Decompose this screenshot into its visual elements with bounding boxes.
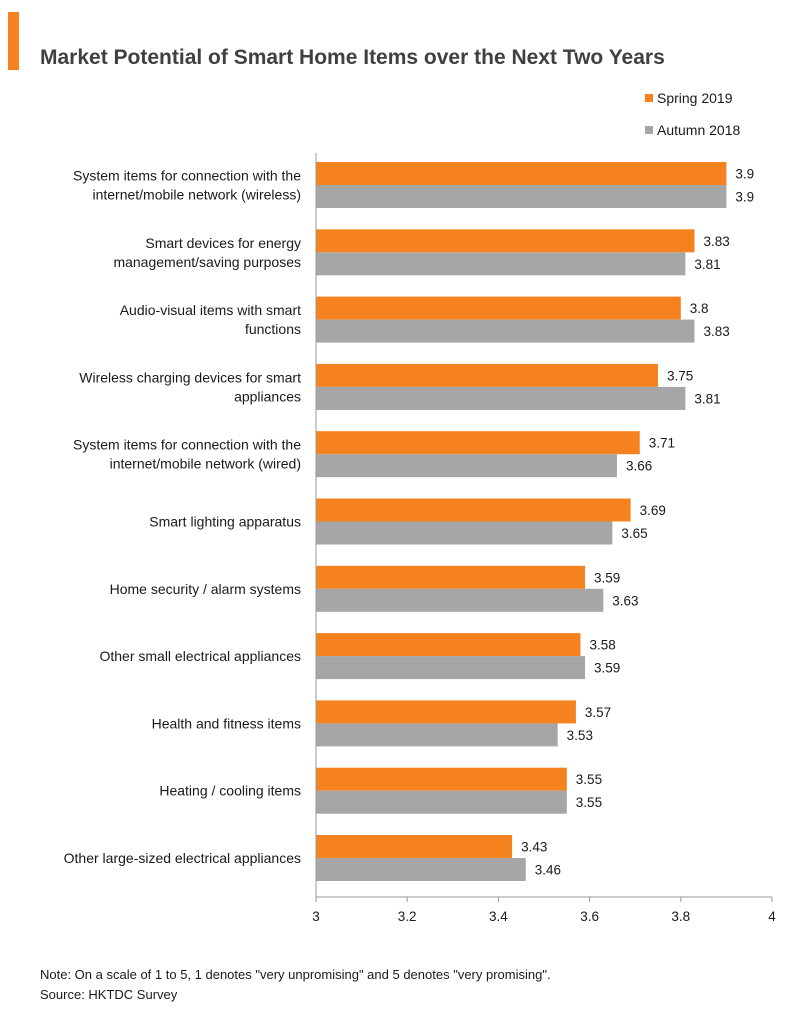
bar-spring xyxy=(316,700,576,724)
legend-item-spring: Spring 2019 xyxy=(645,90,733,106)
value-label-autumn: 3.66 xyxy=(626,459,652,474)
x-tick-label: 3.8 xyxy=(671,909,690,924)
category-label: Audio-visual items with smart xyxy=(120,302,301,318)
bar-spring xyxy=(316,835,513,858)
value-label-spring: 3.58 xyxy=(589,638,615,653)
footer-source: Source: HKTDC Survey xyxy=(40,987,178,1002)
value-label-autumn: 3.55 xyxy=(576,795,602,810)
x-tick-label: 3.6 xyxy=(580,909,599,924)
value-label-spring: 3.59 xyxy=(594,570,620,585)
category-label: System items for connection with the xyxy=(73,437,301,453)
category-label: System items for connection with the xyxy=(73,168,301,184)
category-label: Home security / alarm systems xyxy=(110,581,301,597)
legend-label-autumn: Autumn 2018 xyxy=(657,122,741,138)
bar-spring xyxy=(316,296,681,320)
footer-note: Note: On a scale of 1 to 5, 1 denotes "v… xyxy=(40,967,551,982)
value-label-autumn: 3.53 xyxy=(567,728,593,743)
legend-item-autumn: Autumn 2018 xyxy=(645,122,740,138)
value-label-spring: 3.8 xyxy=(690,301,709,316)
value-label-spring: 3.75 xyxy=(667,368,693,383)
bar-autumn xyxy=(316,656,586,680)
x-tick-label: 3.2 xyxy=(398,909,417,924)
bar-autumn xyxy=(316,790,567,814)
value-label-spring: 3.9 xyxy=(735,167,754,182)
bar-autumn xyxy=(316,185,727,208)
chart-title: Market Potential of Smart Home Items ove… xyxy=(40,46,665,69)
bar-spring xyxy=(316,767,567,791)
value-label-autumn: 3.63 xyxy=(612,593,638,608)
category-label: Other large-sized electrical appliances xyxy=(64,850,301,866)
footer: Note: On a scale of 1 to 5, 1 denotes "v… xyxy=(40,965,551,1005)
value-label-autumn: 3.65 xyxy=(621,526,647,541)
bar-autumn xyxy=(316,588,604,612)
category-label: Wireless charging devices for smart xyxy=(79,369,301,385)
category-label: functions xyxy=(245,321,301,337)
category-label: appliances xyxy=(234,388,301,404)
bar-autumn xyxy=(316,454,617,478)
category-label: Heating / cooling items xyxy=(159,783,301,799)
category-label: internet/mobile network (wired) xyxy=(110,456,301,472)
value-label-autumn: 3.81 xyxy=(694,257,720,272)
title-accent-bar xyxy=(8,12,19,70)
value-label-spring: 3.55 xyxy=(576,772,602,787)
value-label-spring: 3.71 xyxy=(649,436,675,451)
value-label-spring: 3.83 xyxy=(703,234,729,249)
bar-autumn xyxy=(316,521,613,545)
bar-spring xyxy=(316,431,640,455)
value-label-autumn: 3.46 xyxy=(535,863,561,878)
bar-spring xyxy=(316,498,631,522)
category-label: management/saving purposes xyxy=(113,254,301,270)
bar-autumn xyxy=(316,723,558,747)
bar-spring xyxy=(316,162,727,185)
x-tick-label: 3.4 xyxy=(489,909,508,924)
value-label-autumn: 3.59 xyxy=(594,661,620,676)
value-label-autumn: 3.81 xyxy=(694,391,720,406)
value-label-autumn: 3.83 xyxy=(703,324,729,339)
bar-chart: System items for connection with the inte… xyxy=(64,153,776,924)
legend-swatch-autumn xyxy=(645,126,653,134)
x-tick-label: 4 xyxy=(768,909,776,924)
value-label-spring: 3.43 xyxy=(521,840,547,855)
bar-spring xyxy=(316,633,581,657)
value-label-spring: 3.57 xyxy=(585,705,611,720)
bar-autumn xyxy=(316,319,695,343)
bar-spring xyxy=(316,363,658,387)
value-label-spring: 3.69 xyxy=(640,503,666,518)
bar-autumn xyxy=(316,858,526,881)
category-label: Other small electrical appliances xyxy=(99,648,301,664)
bar-autumn xyxy=(316,386,686,410)
legend-swatch-spring xyxy=(645,94,653,102)
x-tick-label: 3 xyxy=(312,909,320,924)
category-label: internet/mobile network (wireless) xyxy=(92,187,301,203)
legend-label-spring: Spring 2019 xyxy=(657,90,733,106)
value-label-autumn: 3.9 xyxy=(735,190,754,205)
category-label: Health and fitness items xyxy=(152,715,301,731)
category-label: Smart lighting apparatus xyxy=(149,514,301,530)
bar-spring xyxy=(316,565,586,589)
category-label: Smart devices for energy xyxy=(145,235,301,251)
bar-autumn xyxy=(316,252,686,276)
bar-spring xyxy=(316,229,695,253)
